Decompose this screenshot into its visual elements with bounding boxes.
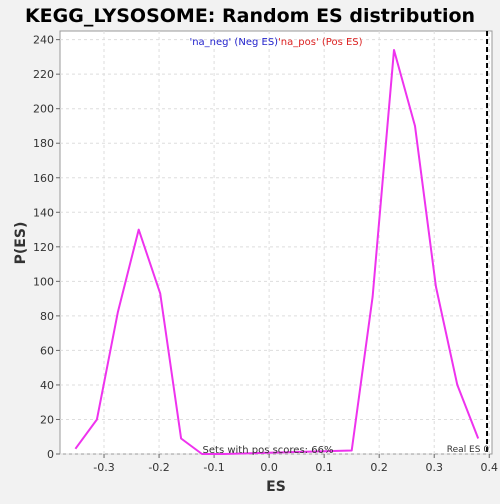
- y-tick-label: 0: [47, 448, 54, 461]
- chart-title: KEGG_LYSOSOME: Random ES distribution: [25, 5, 475, 27]
- y-tick-label: 200: [33, 103, 54, 116]
- x-tick-label: -0.1: [203, 461, 224, 474]
- grid-lines: [60, 31, 492, 455]
- x-tick-label: -0.2: [148, 461, 169, 474]
- y-axis-label: P(ES): [13, 222, 29, 265]
- real-es-label: Real ES 0: [447, 445, 490, 455]
- x-tick-label: 0.3: [425, 461, 443, 474]
- y-tick-label: 140: [33, 206, 54, 219]
- es-distribution-line: [74, 49, 480, 455]
- plot-area: [59, 30, 493, 455]
- x-tick-label: 0.1: [315, 461, 333, 474]
- legend-pos-entry: 'na_pos' (Pos ES): [278, 37, 363, 48]
- y-tick-label: 20: [40, 413, 54, 426]
- y-tick-label: 40: [40, 379, 54, 392]
- legend: 'na_neg' (Neg ES)'na_pos' (Pos ES): [189, 37, 362, 48]
- y-tick-label: 80: [40, 310, 54, 323]
- x-axis-label: ES: [266, 479, 286, 495]
- x-tick-label: 0.0: [260, 461, 278, 474]
- y-tick-label: 220: [33, 68, 54, 81]
- x-tick-label: 0.4: [480, 461, 498, 474]
- series-layer: [74, 49, 480, 455]
- y-tick-label: 60: [40, 344, 54, 357]
- x-axis: -0.3 -0.2 -0.1 0.0 0.1 0.2 0.3 0.4: [93, 454, 498, 474]
- pos-score-annotation: Sets with pos scores: 66%: [203, 445, 334, 456]
- y-tick-label: 100: [33, 275, 54, 288]
- y-tick-label: 240: [33, 34, 54, 47]
- y-tick-label: 160: [33, 172, 54, 185]
- y-tick-label: 120: [33, 241, 54, 254]
- y-axis: 0 20 40 60 80 100 120 140 160 180 200 220 240: [33, 34, 60, 461]
- legend-neg-entry: 'na_neg' (Neg ES): [189, 37, 278, 48]
- x-tick-label: -0.3: [93, 461, 114, 474]
- y-tick-label: 180: [33, 137, 54, 150]
- x-tick-label: 0.2: [370, 461, 388, 474]
